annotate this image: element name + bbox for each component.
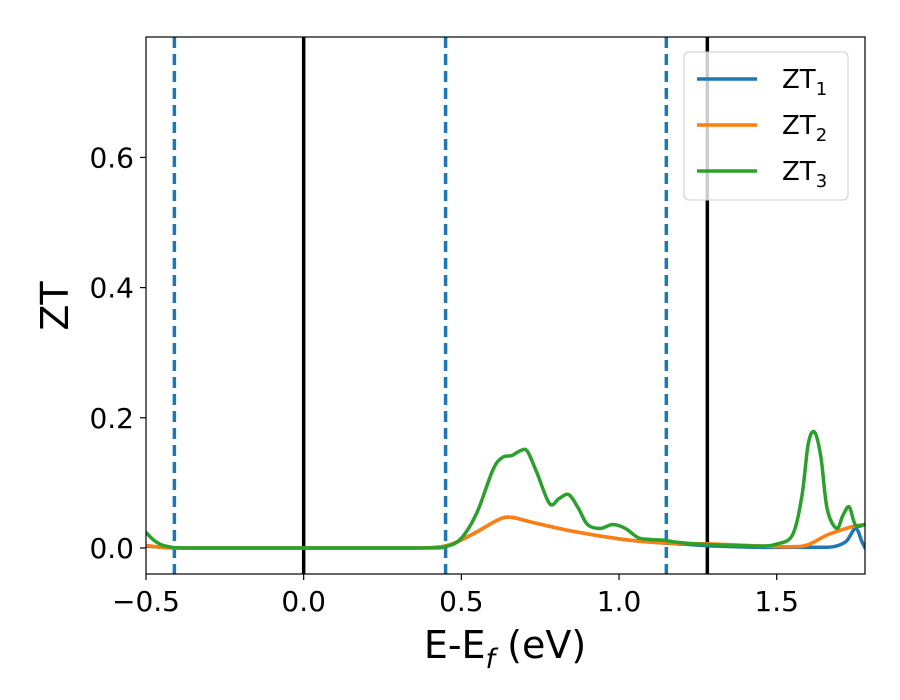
y-tick-label: 0.6 [89, 141, 134, 174]
legend-label-3: ZT3 [782, 157, 827, 192]
legend-entries: ZT1 ZT2 ZT3 [697, 65, 827, 192]
x-axis-title-main: E-E [424, 623, 486, 667]
x-axis-title: E-Ef (eV) [424, 623, 586, 675]
series-lines [146, 429, 865, 550]
y-axis-ticks: 0.0 0.2 0.4 0.6 [89, 141, 146, 565]
series-line-3 [146, 429, 865, 550]
x-tick-label: −0.5 [112, 585, 180, 618]
x-tick-label: 0.5 [439, 585, 484, 618]
x-tick-label: 1.5 [754, 585, 799, 618]
x-axis-title-tail: (eV) [495, 623, 586, 667]
x-axis-ticks: −0.5 0.0 0.5 1.0 1.5 [112, 574, 799, 618]
y-tick-label: 0.4 [89, 272, 134, 305]
x-tick-label: 0.0 [281, 585, 326, 618]
legend-label-2: ZT2 [782, 111, 827, 146]
y-axis-title: ZT [33, 281, 77, 331]
y-tick-label: 0.0 [89, 532, 134, 565]
y-tick-label: 0.2 [89, 402, 134, 435]
x-tick-label: 1.0 [597, 585, 642, 618]
plot-frame [145, 36, 866, 575]
legend: ZT1 ZT2 ZT3 [683, 51, 849, 201]
legend-label-1: ZT1 [782, 65, 827, 100]
legend-box [683, 51, 849, 201]
